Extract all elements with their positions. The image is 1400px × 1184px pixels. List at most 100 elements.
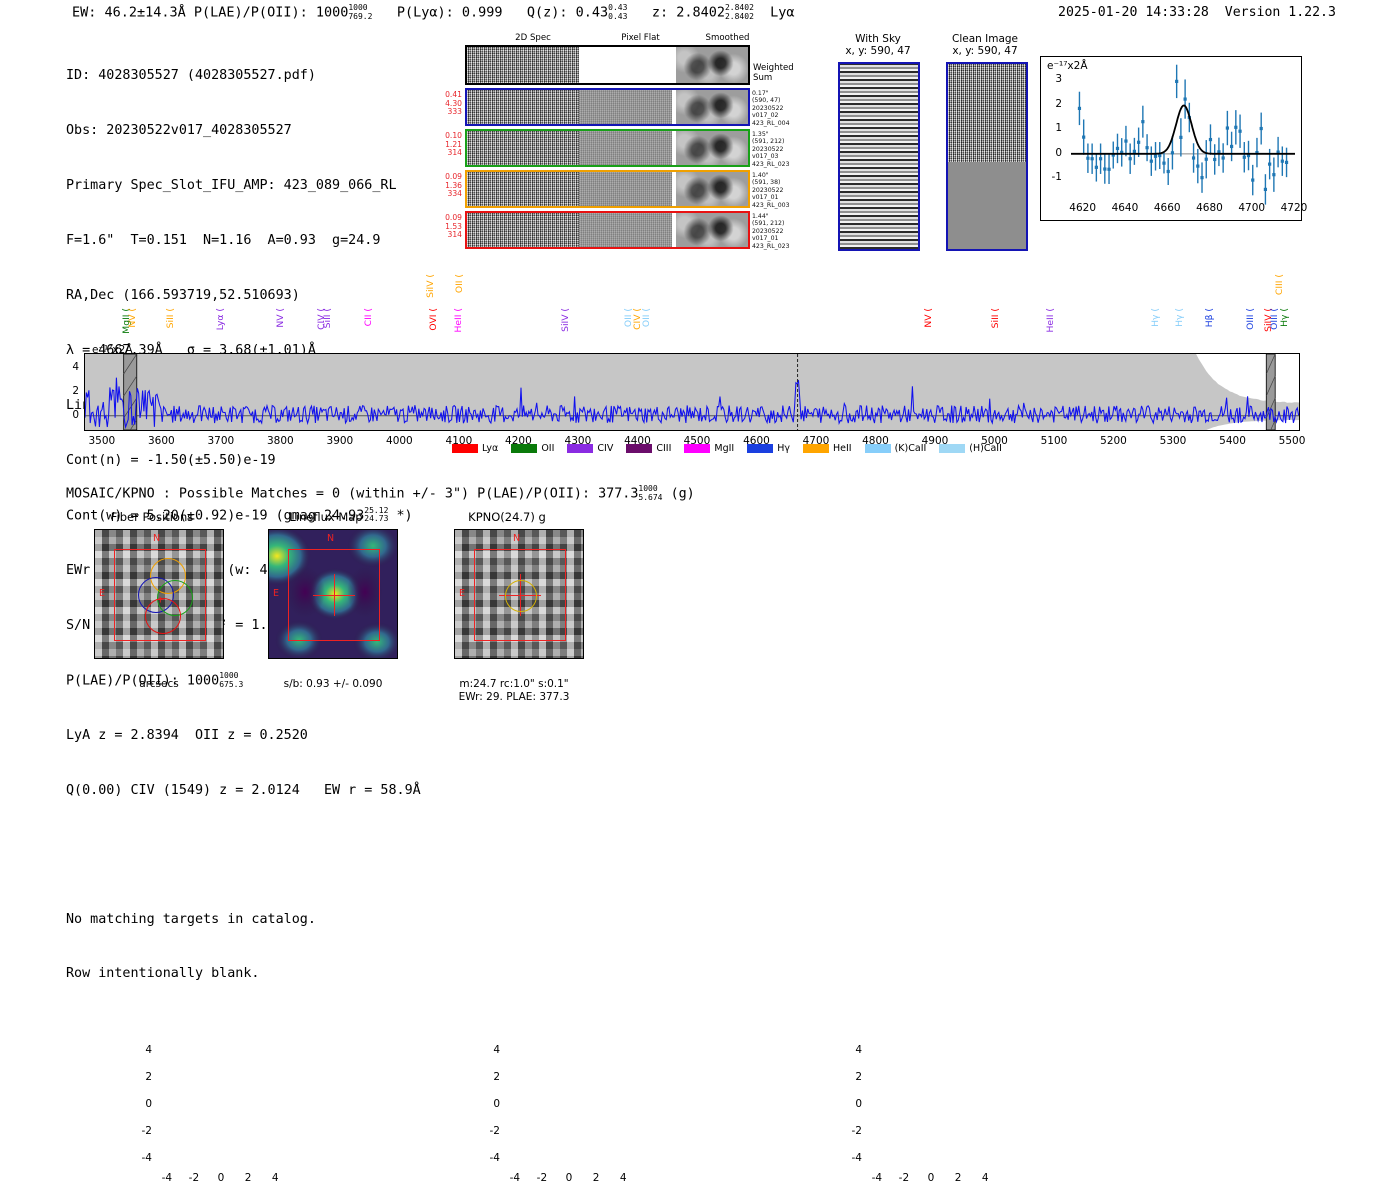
spec-row-3-smoothed xyxy=(676,172,748,206)
fiber-xticks-tick: -2 xyxy=(188,1172,200,1184)
spectrum-ytick: 0 xyxy=(72,408,79,421)
spec-row-0-2d xyxy=(467,47,579,83)
lf-xticks-tick: 2 xyxy=(592,1172,600,1184)
legend-item-Hγ: Hγ xyxy=(747,443,790,454)
column-title-2d-spec: 2D Spec xyxy=(515,33,551,43)
fiber-yticks-tick: 0 xyxy=(145,1098,152,1110)
panel-lineflux-title: Lineflux Map xyxy=(289,510,363,524)
info-line-obs: Obs: 20230522v017_4028305527 xyxy=(66,122,292,138)
footer-note: No matching targets in catalog. Row inte… xyxy=(66,874,316,1002)
info-line-plae: P(LAE)/P(OII): 1000 1000 675.3 xyxy=(66,671,244,689)
spec-row-1-smoothed xyxy=(676,90,748,124)
spectrum-units-annotation: e⁻¹⁷x2Å xyxy=(92,344,133,356)
legend-label: (K)CaII xyxy=(894,443,927,454)
fiber-yticks-tick: -4 xyxy=(141,1152,152,1165)
two-d-spectra-panel: 2D Spec Pixel Flat Smoothed Weighted Sum… xyxy=(430,33,820,250)
cutout-with-sky-coords: x, y: 590, 47 xyxy=(845,45,911,57)
emission-line-label-19: Hγ ( xyxy=(1150,308,1162,327)
lineflux-compass-north: N xyxy=(327,533,335,544)
spec-row-2 xyxy=(465,129,750,167)
lf-yticks-tick: -2 xyxy=(489,1125,500,1138)
lineflux-fov-rectangle xyxy=(288,549,380,641)
spec-row-3-left-stats: 0.09 1.36 334 xyxy=(445,172,462,199)
spectrum-xtick: 3500 xyxy=(88,435,116,447)
spec-row-2-2d xyxy=(467,131,579,165)
weighted-sum-label: Weighted Sum xyxy=(753,63,794,83)
emission-line-label-17: SiII ( xyxy=(989,308,1001,329)
compass-north-label: N xyxy=(153,533,161,544)
spec-row-1-gap xyxy=(672,90,676,124)
mosaic-headline-text: MOSAIC/KPNO : Possible Matches = 0 (with… xyxy=(66,486,639,502)
fiber-xticks-tick: 2 xyxy=(244,1172,252,1184)
lf-yticks-tick: 0 xyxy=(493,1098,500,1110)
kpno-caption: m:24.7 rc:1.0" s:0.1" EWr: 29. PLAE: 377… xyxy=(458,678,570,703)
spec-row-1-metadata: 0.17" (590, 47) 20230522 v017_02 423_RL_… xyxy=(752,90,790,127)
linefit-ytick: 1 xyxy=(1055,122,1062,135)
lf-yticks-tick: 2 xyxy=(493,1070,500,1083)
emission-line-label-12: SiIV ( xyxy=(559,308,571,332)
gmag-fraction: 25.12 24.73 xyxy=(364,505,389,524)
spectrum-xtick: 5500 xyxy=(1278,435,1306,447)
lf-xticks-tick: -4 xyxy=(509,1172,521,1184)
kp-yticks-tick: -4 xyxy=(851,1152,862,1165)
legend-swatch xyxy=(567,444,594,453)
emission-line-label-26: Hγ ( xyxy=(1279,308,1291,327)
lineflux-compass-east: E xyxy=(273,588,280,599)
emission-line-label-20: Hγ ( xyxy=(1173,308,1185,327)
spec-row-2-smoothed xyxy=(676,131,748,165)
lf-yticks-tick: 4 xyxy=(493,1043,500,1056)
spec-row-4-smoothed xyxy=(676,213,748,247)
panel-fiber-positions: Fiber Positions N E + -4 -2 0 2 4 -4 -2 0 2 4 ar… xyxy=(62,510,279,1184)
emission-line-label-7: CII ( xyxy=(363,308,375,327)
full-spectrum-plot xyxy=(84,0,1300,1184)
legend-item-HeII: HeII xyxy=(803,443,852,454)
spec-row-2-left-stats: 0.10 1.21 314 xyxy=(445,131,462,158)
legend-swatch xyxy=(511,444,538,453)
spectrum-xtick: 5200 xyxy=(1100,435,1127,447)
spec-row-4 xyxy=(465,211,750,249)
legend-label: CIV xyxy=(597,443,614,454)
spec-row-0-smoothed xyxy=(676,47,748,83)
legend-swatch xyxy=(684,444,711,453)
spec-row-3 xyxy=(465,170,750,208)
fiber-yticks-tick: -2 xyxy=(141,1125,152,1138)
spec-row-1 xyxy=(465,88,750,126)
emission-line-label-15: OII ( xyxy=(640,308,652,328)
mosaic-headline-filter: (g) xyxy=(670,486,695,502)
kpno-aperture-circle xyxy=(505,580,537,612)
header-class: Lyα xyxy=(770,4,795,21)
info-plae-fraction: 1000 675.3 xyxy=(219,671,244,689)
lf-xticks-tick: -2 xyxy=(536,1172,548,1184)
info-line-params: F=1.6" T=0.151 N=1.16 A=0.93 g=24.9 xyxy=(66,232,381,248)
lineflux-map-image: N E xyxy=(268,529,398,659)
cutout-clean-title: Clean Image xyxy=(951,33,1019,45)
legend-swatch xyxy=(626,444,653,453)
kpno-compass-east: E xyxy=(459,588,466,599)
legend-item-Lyα: Lyα xyxy=(452,443,498,454)
linefit-xtick: 4640 xyxy=(1111,202,1139,214)
full-spectrum-svg xyxy=(84,0,1300,1184)
legend-swatch xyxy=(452,444,478,453)
info-line-radec: RA,Dec (166.593719,52.510693) xyxy=(66,287,300,303)
legend-label: HeII xyxy=(833,443,852,454)
header-plae-fraction: 1000 769.2 xyxy=(348,3,373,21)
fiber-xticks-tick: 0 xyxy=(217,1172,225,1184)
fiber-xticks-tick: -4 xyxy=(161,1172,173,1184)
linefit-xtick: 4720 xyxy=(1280,202,1308,214)
panel-fiber-title: Fiber Positions xyxy=(110,510,194,524)
header-timestamp-block: 2025-01-20 14:33:28 Version 1.22.3 xyxy=(1058,5,1336,20)
spectrum-xtick: 5000 xyxy=(981,435,1008,447)
spec-row-4-flat xyxy=(579,213,672,247)
emission-line-label-18: HeII ( xyxy=(1045,308,1057,333)
lf-xticks-tick: 4 xyxy=(619,1172,627,1184)
spec-row-1-flat xyxy=(579,90,672,124)
line-fit-svg xyxy=(1071,64,1295,205)
fiber-yticks-tick: 4 xyxy=(145,1043,152,1056)
spec-row-0-gap xyxy=(672,47,676,83)
header-redshift: z: 2.8402 xyxy=(651,4,725,21)
legend-label: CIII xyxy=(656,443,672,454)
header-ew-plae: EW: 46.2±14.3Å P(LAE)/P(OII): 1000 xyxy=(72,4,349,21)
spec-row-2-gap xyxy=(672,131,676,165)
emission-line-label-25: CIII ( xyxy=(1273,274,1285,296)
cutout-clean-coords: x, y: 590, 47 xyxy=(952,45,1018,57)
